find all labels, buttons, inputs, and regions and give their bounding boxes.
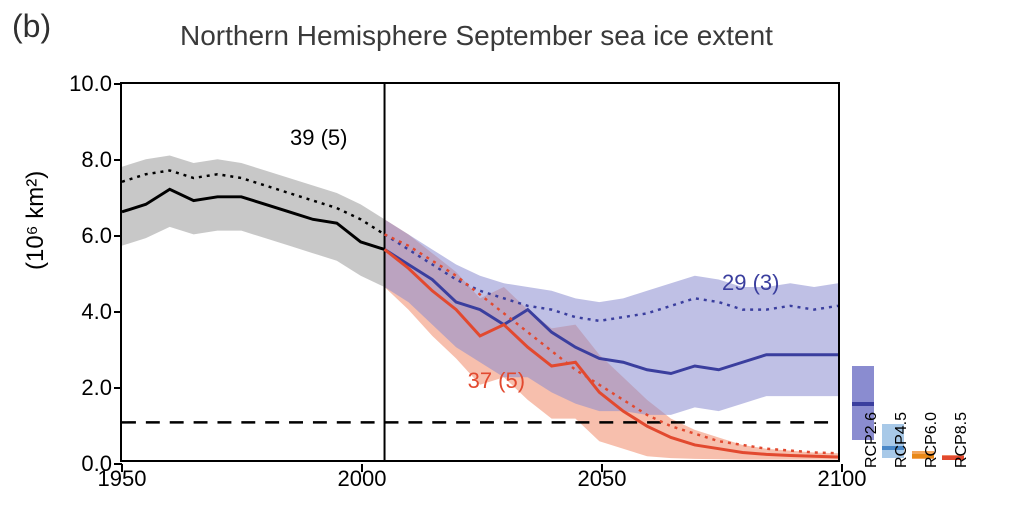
ytick-label: 4.0 xyxy=(81,299,112,325)
legend-bar: RCP2.6 xyxy=(852,260,874,460)
ytick-label: 8.0 xyxy=(81,147,112,173)
figure-panel-b: (b) Northern Hemisphere September sea ic… xyxy=(0,0,1024,526)
series-label: 37 (5) xyxy=(468,368,525,394)
sea-ice-chart: 0.02.04.06.08.010.0195020002050210039 (5… xyxy=(120,82,840,462)
chart-title: Northern Hemisphere September sea ice ex… xyxy=(180,20,773,52)
series-label: 39 (5) xyxy=(290,125,347,151)
legend-bar: RCP6.0 xyxy=(912,260,934,460)
series-label: 29 (3) xyxy=(722,270,779,296)
ytick-label: 6.0 xyxy=(81,223,112,249)
legend-bar: RCP4.5 xyxy=(882,260,904,460)
legend-bar: RCP8.5 xyxy=(942,260,964,460)
ytick-label: 2.0 xyxy=(81,375,112,401)
panel-label: (b) xyxy=(12,8,51,45)
rcp-legend: RCP2.6 RCP4.5 RCP6.0 RCP8.5 xyxy=(852,260,1022,490)
ytick-label: 10.0 xyxy=(69,71,112,97)
y-axis-label: (10⁶ km²) xyxy=(22,171,50,270)
